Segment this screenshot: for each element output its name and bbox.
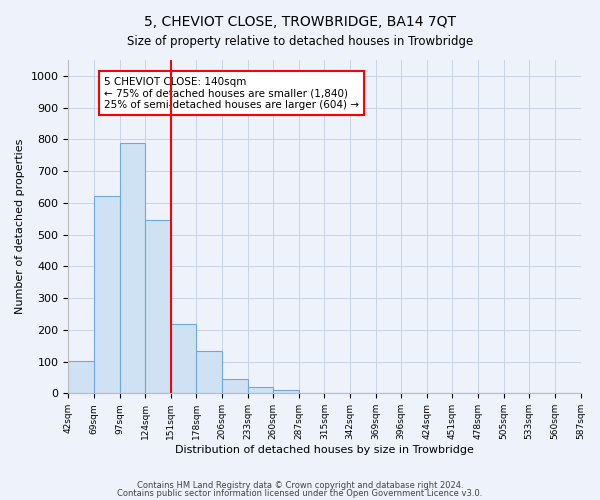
Text: Size of property relative to detached houses in Trowbridge: Size of property relative to detached ho… <box>127 35 473 48</box>
Text: 5 CHEVIOT CLOSE: 140sqm
← 75% of detached houses are smaller (1,840)
25% of semi: 5 CHEVIOT CLOSE: 140sqm ← 75% of detache… <box>104 76 359 110</box>
Text: Contains HM Land Registry data © Crown copyright and database right 2024.: Contains HM Land Registry data © Crown c… <box>137 481 463 490</box>
Bar <box>68 360 94 394</box>
Bar <box>171 324 196 394</box>
Bar <box>94 196 119 394</box>
Bar <box>222 379 248 394</box>
Bar <box>145 220 171 394</box>
Bar <box>196 351 222 394</box>
X-axis label: Distribution of detached houses by size in Trowbridge: Distribution of detached houses by size … <box>175 445 474 455</box>
Bar <box>119 143 145 394</box>
Text: 5, CHEVIOT CLOSE, TROWBRIDGE, BA14 7QT: 5, CHEVIOT CLOSE, TROWBRIDGE, BA14 7QT <box>144 15 456 29</box>
Text: Contains public sector information licensed under the Open Government Licence v3: Contains public sector information licen… <box>118 488 482 498</box>
Y-axis label: Number of detached properties: Number of detached properties <box>15 139 25 314</box>
Bar <box>248 387 273 394</box>
Bar <box>273 390 299 394</box>
